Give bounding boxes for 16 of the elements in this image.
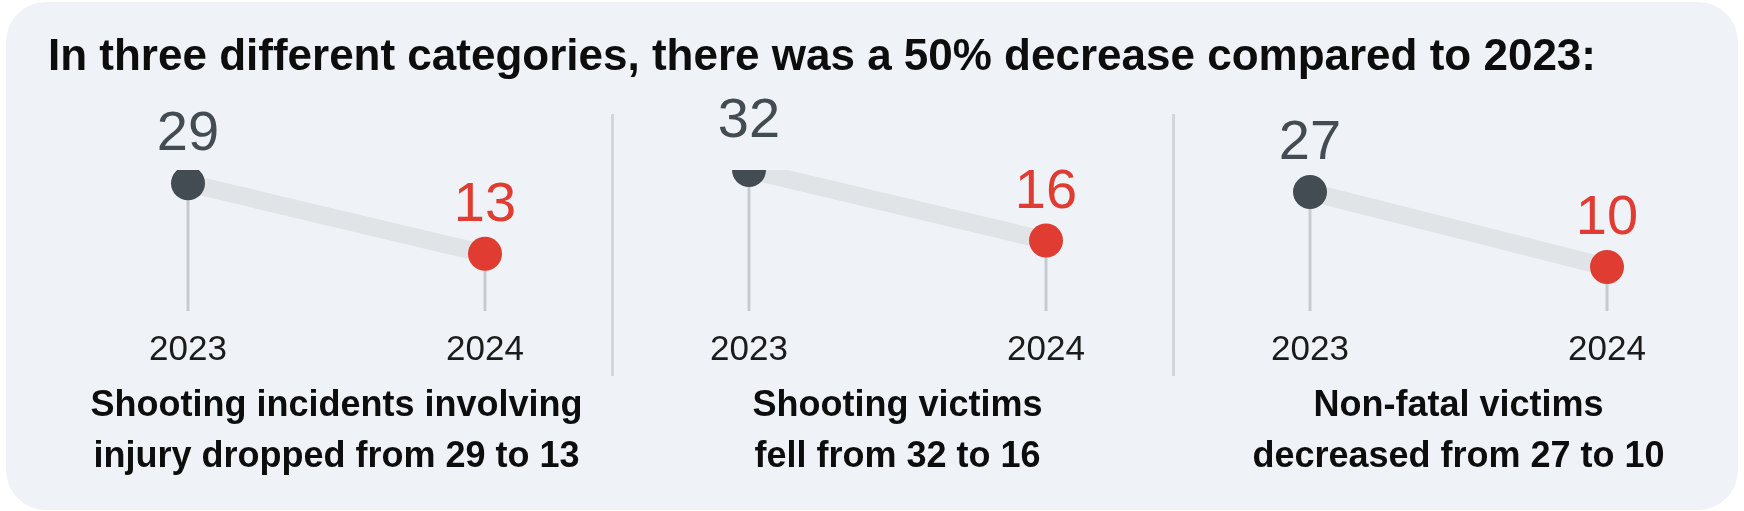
data-label: 32: [717, 86, 781, 150]
x-tick-label: 2023: [710, 327, 788, 367]
text: In three different categories, there was a 50% decrease compared to 2023:: [48, 30, 1596, 79]
x-tick-label: 2024: [1568, 327, 1646, 367]
data-label: 29: [156, 99, 220, 163]
x-axis-title: Shooting incidents involving injury dropped from 29 to 13: [89, 382, 584, 477]
data-label: 16: [1014, 156, 1078, 220]
data-label: 27: [1278, 108, 1342, 172]
data-label: 10: [1575, 183, 1639, 247]
x-tick-label: 2024: [1007, 327, 1085, 367]
data-label: 13: [453, 169, 517, 233]
x-axis-title: Non-fatal victims decreased from 27 to 10: [1251, 382, 1666, 477]
x-axis-title: Shooting victims fell from 32 to 16: [751, 382, 1044, 477]
x-tick-label: 2023: [1271, 327, 1349, 367]
x-tick-label: 2023: [149, 327, 227, 367]
x-tick-label: 2024: [446, 327, 524, 367]
